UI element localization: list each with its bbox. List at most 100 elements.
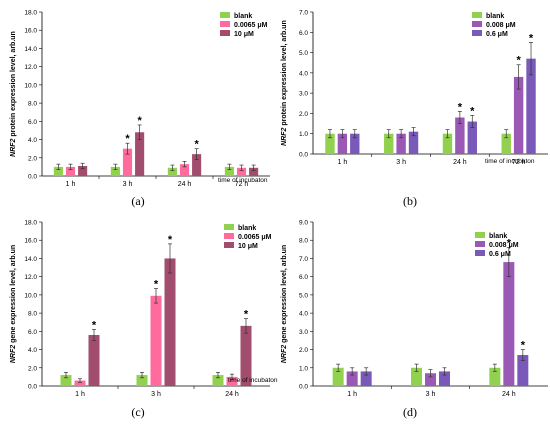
bar-d-0-1 — [346, 371, 358, 386]
significance-star: * — [529, 32, 534, 44]
significance-star: * — [516, 55, 521, 67]
bar-a-0-1 — [65, 166, 76, 176]
legend-label-1: 0.0065 μM — [234, 22, 268, 29]
y-tick-label: 12.0 — [24, 64, 37, 71]
legend-label-1: 0.008 μM — [486, 22, 516, 29]
bar-c-1-1 — [150, 295, 162, 386]
y-tick-label: 4.0 — [299, 70, 308, 77]
legend-label-1: 0.0065 μM — [238, 234, 272, 241]
bar-c-0-2 — [88, 334, 100, 386]
y-tick-label: 4.0 — [299, 311, 308, 318]
bar-d-1-1 — [425, 373, 436, 386]
y-tick-label: 3.0 — [299, 329, 308, 336]
bar-d-1-0 — [411, 367, 422, 386]
x-tick-label: 3 h — [123, 181, 133, 188]
chart-panel-a: 0.0 2.0 4.0 6.0 8.0 10.0 12.0 14.0 16.0 18.0 NRF2 … — [10, 10, 270, 208]
bar-a-2-0 — [167, 167, 177, 176]
bar-b-1-2 — [408, 131, 419, 154]
y-tick-label: 8.0 — [28, 311, 37, 318]
significance-star: * — [154, 279, 159, 291]
x-tick-label: 72 h — [235, 181, 249, 188]
legend-label-0: blank — [238, 225, 256, 232]
significance-star: * — [470, 105, 475, 117]
bar-b-3-2 — [526, 58, 536, 154]
x-tick-label: 24 h — [225, 391, 239, 398]
legend-swatch-2 — [475, 250, 485, 256]
y-tick-label: 18.0 — [24, 220, 37, 227]
significance-star: * — [168, 234, 173, 246]
y-tick-label: 16.0 — [24, 28, 37, 35]
bar-d-2-0 — [489, 367, 501, 386]
bar-c-1-0 — [136, 375, 148, 386]
significance-star: * — [92, 320, 97, 332]
bar-a-0-0 — [53, 166, 63, 176]
bar-b-1-1 — [396, 133, 406, 154]
bar-d-0-2 — [360, 371, 372, 386]
y-tick-label: 8.0 — [299, 238, 308, 245]
bar-d-0-0 — [332, 367, 344, 386]
y-axis-label-gene: NRF2 — [10, 345, 17, 363]
y-axis-label-gene: NRF2 — [281, 127, 288, 145]
bar-b-2-0 — [442, 133, 453, 154]
significance-star: * — [137, 115, 142, 127]
y-tick-label: 0.0 — [28, 384, 37, 391]
y-tick-label: 2.0 — [299, 347, 308, 354]
y-tick-label: 6.0 — [299, 274, 308, 281]
legend-label-0: blank — [489, 233, 507, 240]
bar-b-1-0 — [384, 133, 394, 154]
bar-b-0-0 — [325, 133, 335, 154]
y-axis-label-rest: gene expression level, arb.un — [281, 245, 288, 345]
y-axis-label: NRF2 gene expression level, arb.un — [10, 245, 17, 363]
y-tick-label: 12.0 — [24, 274, 37, 281]
y-tick-label: 7.0 — [299, 10, 308, 17]
bar-c-1-2 — [164, 258, 176, 386]
bar-a-1-1 — [122, 148, 133, 176]
bar-d-2-2 — [517, 355, 529, 386]
x-tick-label: 1 h — [338, 159, 348, 166]
bar-b-2-1 — [455, 117, 465, 154]
y-tick-label: 0.0 — [299, 152, 308, 159]
y-tick-label: 7.0 — [299, 256, 308, 263]
significance-star: * — [125, 133, 130, 145]
significance-star: * — [458, 101, 463, 113]
x-tick-label: 24 h — [502, 391, 516, 398]
y-tick-label: 14.0 — [24, 256, 37, 263]
bar-c-0-0 — [60, 375, 72, 386]
legend-swatch-1 — [224, 233, 234, 239]
y-tick-label: 6.0 — [28, 329, 37, 336]
x-axis-label: time of incubaton — [218, 177, 268, 184]
y-tick-label: 9.0 — [299, 220, 308, 227]
bar-c-2-2 — [240, 325, 252, 386]
x-tick-label: 72 h — [512, 159, 526, 166]
y-tick-label: 10.0 — [24, 292, 37, 299]
bar-b-0-1 — [337, 133, 348, 154]
y-axis-label-rest: protein expression level, arb.un — [10, 31, 17, 138]
chart-panel-b: 0.0 1.0 2.0 3.0 4.0 5.0 6.0 7.0 NRF2 protein exp… — [281, 10, 548, 208]
x-tick-label: 3 h — [151, 391, 161, 398]
bar-a-3-0 — [224, 166, 234, 176]
y-tick-label: 6.0 — [28, 119, 37, 126]
bar-c-2-0 — [212, 375, 224, 386]
significance-star: * — [507, 238, 512, 250]
y-tick-label: 2.0 — [28, 365, 37, 372]
legend-swatch-1 — [220, 21, 230, 27]
y-tick-label: 0.0 — [28, 174, 37, 181]
y-tick-label: 5.0 — [299, 50, 308, 57]
legend-label-1: 0.008 μM — [489, 242, 519, 249]
bar-a-1-2 — [135, 132, 145, 176]
legend-swatch-0 — [220, 12, 230, 18]
x-tick-label: 3 h — [396, 159, 406, 166]
x-tick-label: 1 h — [66, 181, 76, 188]
bar-b-3-1 — [513, 76, 524, 154]
legend-swatch-1 — [475, 241, 485, 247]
y-tick-label: 6.0 — [299, 30, 308, 37]
y-tick-label: 8.0 — [28, 101, 37, 108]
x-axis-label: time of incubaton — [228, 377, 278, 384]
y-axis-label: NRF2 protein expression level, arb.un — [281, 20, 288, 146]
legend-swatch-0 — [475, 232, 485, 238]
chart-panel-d: 0.0 1.0 2.0 3.0 4.0 5.0 6.0 7.0 8.0 9.0 NRF2 gene … — [281, 220, 548, 419]
significance-star: * — [194, 139, 199, 151]
y-tick-label: 0.0 — [299, 384, 308, 391]
panel-label: (a) — [131, 194, 144, 208]
